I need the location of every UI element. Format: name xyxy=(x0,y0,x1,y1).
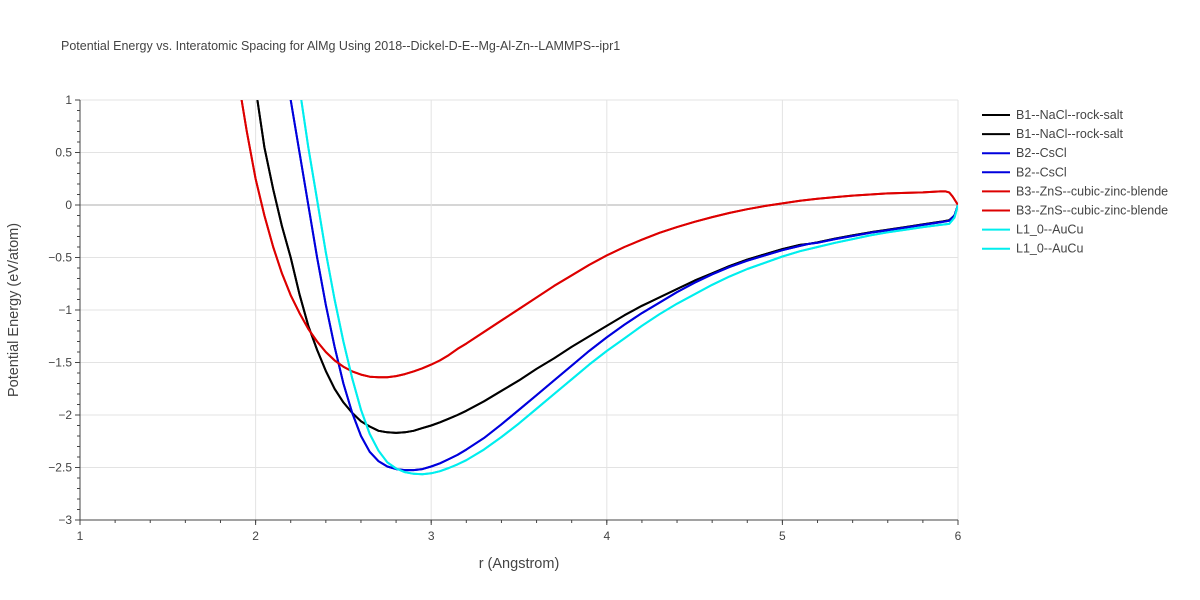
legend-label: B2--CsCl xyxy=(1016,146,1067,160)
y-axis-ticks: 1 0.5 0 −0.5 −1 −1.5 −2 −2.5 −3 xyxy=(48,93,80,527)
x-tick-label: 4 xyxy=(603,529,610,543)
x-axis-label: r (Angstrom) xyxy=(479,556,560,572)
y-tick-label: −2 xyxy=(58,408,72,422)
legend-item[interactable]: B1--NaCl--rock-salt xyxy=(982,127,1123,141)
legend-item[interactable]: B3--ZnS--cubic-zinc-blende xyxy=(982,204,1168,218)
y-tick-label: −0.5 xyxy=(48,251,72,265)
x-axis-ticks: 1 2 3 4 5 6 xyxy=(77,520,962,543)
x-tick-label: 5 xyxy=(779,529,786,543)
legend-label: B1--NaCl--rock-salt xyxy=(1016,108,1123,122)
series-line-l1-0-aucu-8[interactable] xyxy=(300,100,958,476)
legend-label: B1--NaCl--rock-salt xyxy=(1016,127,1123,141)
y-tick-label: 1 xyxy=(65,93,72,107)
y-tick-label: 0 xyxy=(65,198,72,212)
legend-label: L1_0--AuCu xyxy=(1016,223,1083,237)
series-line-b3-zns-cubic-zinc-blende-6[interactable] xyxy=(240,100,958,379)
legend-item[interactable]: B3--ZnS--cubic-zinc-blende xyxy=(982,184,1168,198)
x-tick-label: 2 xyxy=(252,529,259,543)
series-line-b2-cscl-4[interactable] xyxy=(289,100,958,472)
legend-label: B3--ZnS--cubic-zinc-blende xyxy=(1016,204,1168,218)
x-tick-label: 6 xyxy=(955,529,962,543)
legend-label: L1_0--AuCu xyxy=(1016,242,1083,256)
y-tick-label: −3 xyxy=(58,513,72,527)
y-axis-label: Potential Energy (eV/atom) xyxy=(6,223,22,397)
y-tick-label: 0.5 xyxy=(55,146,72,160)
legend-item[interactable]: B1--NaCl--rock-salt xyxy=(982,108,1123,122)
x-tick-label: 3 xyxy=(428,529,435,543)
legend-item[interactable]: L1_0--AuCu xyxy=(982,223,1083,237)
legend-item[interactable]: B2--CsCl xyxy=(982,146,1067,160)
chart-title: Potential Energy vs. Interatomic Spacing… xyxy=(61,39,620,53)
y-tick-label: −1.5 xyxy=(48,356,72,370)
series-lines xyxy=(240,100,958,476)
y-tick-label: −1 xyxy=(58,303,72,317)
legend-label: B2--CsCl xyxy=(1016,165,1067,179)
legend: B1--NaCl--rock-salt B1--NaCl--rock-salt B2… xyxy=(982,108,1168,256)
legend-item[interactable]: B2--CsCl xyxy=(982,165,1067,179)
legend-label: B3--ZnS--cubic-zinc-blende xyxy=(1016,184,1168,198)
legend-item[interactable]: L1_0--AuCu xyxy=(982,242,1083,256)
y-tick-label: −2.5 xyxy=(48,461,72,475)
x-tick-label: 1 xyxy=(77,529,84,543)
